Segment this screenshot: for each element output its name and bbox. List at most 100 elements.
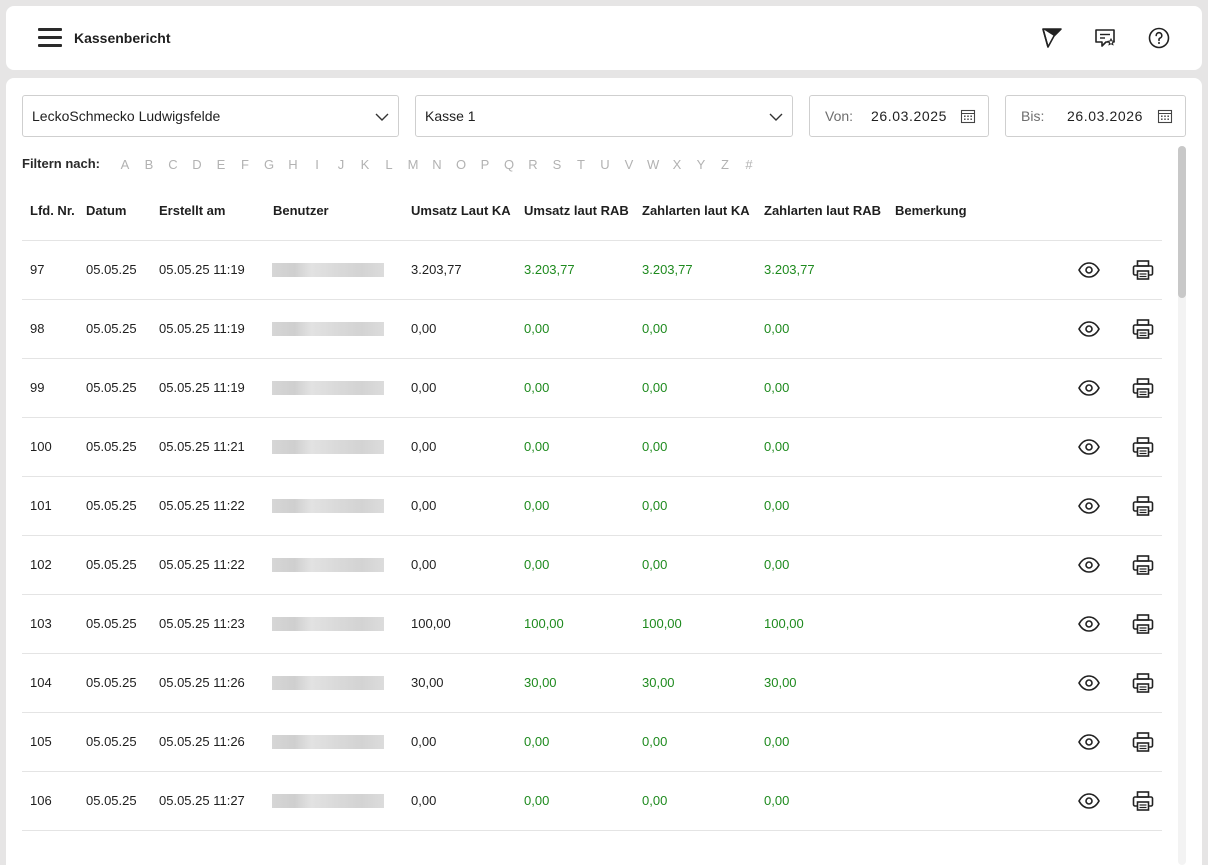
cell-erstellt-am: 05.05.25 11:26 xyxy=(159,734,245,749)
col-datum[interactable]: Datum xyxy=(86,203,127,218)
printer-icon[interactable] xyxy=(1131,258,1155,282)
alpha-filter-letter[interactable]: N xyxy=(432,157,442,172)
top-bar: Kassenbericht xyxy=(6,6,1202,70)
col-umsatz-ka[interactable]: Umsatz Laut KA xyxy=(411,203,511,218)
cell-umsatz-rab: 0,00 xyxy=(524,734,550,749)
table-row[interactable]: 103 05.05.25 05.05.25 11:23 100,00 100,00 100… xyxy=(22,595,1162,654)
table-row[interactable]: 104 05.05.25 05.05.25 11:26 30,00 30,00 30,00… xyxy=(22,654,1162,713)
table-row[interactable]: 100 05.05.25 05.05.25 11:21 0,00 0,00 0,00 0,0… xyxy=(22,418,1162,477)
table-row[interactable]: 101 05.05.25 05.05.25 11:22 0,00 0,00 0,00 0,0… xyxy=(22,477,1162,536)
table-row[interactable]: 97 05.05.25 05.05.25 11:19 3.203,77 3.203,77… xyxy=(22,241,1162,300)
cell-zahlarten-rab: 30,00 xyxy=(764,675,797,690)
alpha-filter-letter[interactable]: # xyxy=(745,157,753,172)
alpha-filter-letter[interactable]: G xyxy=(263,157,275,172)
table-row[interactable]: 99 05.05.25 05.05.25 11:19 0,00 0,00 0,00 0,00 xyxy=(22,359,1162,418)
alpha-filter-letter[interactable]: Z xyxy=(721,157,729,172)
scrollbar-track[interactable] xyxy=(1178,146,1186,865)
col-zahlarten-rab[interactable]: Zahlarten laut RAB xyxy=(764,203,882,218)
calendar-icon[interactable] xyxy=(960,108,976,124)
col-bemerkung[interactable]: Bemerkung xyxy=(895,203,967,218)
cell-umsatz-rab: 3.203,77 xyxy=(524,262,575,277)
alpha-filter-letter[interactable]: B xyxy=(144,157,154,172)
alpha-filter-letter[interactable]: W xyxy=(647,157,660,172)
eye-icon[interactable] xyxy=(1077,612,1101,636)
cell-benutzer-redacted xyxy=(272,735,384,749)
alpha-filter-letter[interactable]: M xyxy=(407,157,419,172)
alpha-filter-letter[interactable]: U xyxy=(600,157,610,172)
alpha-filter-letter[interactable]: I xyxy=(315,157,319,172)
printer-icon[interactable] xyxy=(1131,376,1155,400)
cell-erstellt-am: 05.05.25 11:27 xyxy=(159,793,245,808)
register-select[interactable]: Kasse 1 xyxy=(415,95,793,137)
alpha-filter-letter[interactable]: J xyxy=(337,157,345,172)
eye-icon[interactable] xyxy=(1077,258,1101,282)
cell-umsatz-rab: 0,00 xyxy=(524,557,550,572)
printer-icon[interactable] xyxy=(1131,317,1155,341)
alpha-filter-letter[interactable]: S xyxy=(552,157,562,172)
eye-icon[interactable] xyxy=(1077,553,1101,577)
alpha-filter-letter[interactable]: E xyxy=(216,157,226,172)
cell-benutzer-redacted xyxy=(272,381,384,395)
alpha-filter-letter[interactable]: R xyxy=(528,157,538,172)
chat-star-icon[interactable] xyxy=(1093,26,1117,50)
col-lfd-nr[interactable]: Lfd. Nr. xyxy=(30,203,75,218)
alpha-filter-letter[interactable]: V xyxy=(624,157,634,172)
table-row[interactable]: 98 05.05.25 05.05.25 11:19 0,00 0,00 0,00 0,00 xyxy=(22,300,1162,359)
printer-icon[interactable] xyxy=(1131,494,1155,518)
table-row[interactable]: 105 05.05.25 05.05.25 11:26 0,00 0,00 0,00 0,0… xyxy=(22,713,1162,772)
eye-icon[interactable] xyxy=(1077,435,1101,459)
calendar-icon[interactable] xyxy=(1157,108,1173,124)
cell-erstellt-am: 05.05.25 11:22 xyxy=(159,498,245,513)
help-circle-icon[interactable] xyxy=(1147,26,1171,50)
table-row[interactable]: 102 05.05.25 05.05.25 11:22 0,00 0,00 0,00 0,0… xyxy=(22,536,1162,595)
eye-icon[interactable] xyxy=(1077,376,1101,400)
alpha-filter-letter[interactable]: C xyxy=(168,157,178,172)
to-date-value: 26.03.2026 xyxy=(1067,108,1144,124)
table-row[interactable]: 106 05.05.25 05.05.25 11:27 0,00 0,00 0,00 0,0… xyxy=(22,772,1162,831)
eye-icon[interactable] xyxy=(1077,317,1101,341)
cell-lfd-nr: 98 xyxy=(30,321,45,336)
alpha-filter-letter[interactable]: F xyxy=(241,157,249,172)
cell-zahlarten-rab: 0,00 xyxy=(764,380,790,395)
alpha-filter-letter[interactable]: P xyxy=(480,157,490,172)
alpha-filter-letter[interactable]: L xyxy=(385,157,393,172)
printer-icon[interactable] xyxy=(1131,612,1155,636)
cell-benutzer-redacted xyxy=(272,676,384,690)
alpha-filter-letter[interactable]: H xyxy=(288,157,298,172)
cell-zahlarten-rab: 0,00 xyxy=(764,793,790,808)
printer-icon[interactable] xyxy=(1131,730,1155,754)
scrollbar-thumb[interactable] xyxy=(1178,146,1186,298)
cell-umsatz-ka: 0,00 xyxy=(411,793,437,808)
eye-icon[interactable] xyxy=(1077,730,1101,754)
col-erstellt-am[interactable]: Erstellt am xyxy=(159,203,226,218)
cell-erstellt-am: 05.05.25 11:19 xyxy=(159,262,245,277)
printer-icon[interactable] xyxy=(1131,671,1155,695)
hamburger-icon[interactable] xyxy=(38,28,62,48)
eye-icon[interactable] xyxy=(1077,671,1101,695)
col-benutzer[interactable]: Benutzer xyxy=(273,203,329,218)
col-zahlarten-ka[interactable]: Zahlarten laut KA xyxy=(642,203,750,218)
alpha-filter-letter[interactable]: X xyxy=(672,157,682,172)
from-date-field[interactable]: Von: 26.03.2025 xyxy=(809,95,989,137)
eye-icon[interactable] xyxy=(1077,494,1101,518)
to-date-field[interactable]: Bis: 26.03.2026 xyxy=(1005,95,1186,137)
alpha-filter-letter[interactable]: D xyxy=(192,157,202,172)
alpha-filter-letter[interactable]: K xyxy=(360,157,370,172)
alpha-filter-letter[interactable]: A xyxy=(120,157,130,172)
eye-icon[interactable] xyxy=(1077,789,1101,813)
alpha-filter-letter[interactable]: Q xyxy=(503,157,515,172)
printer-icon[interactable] xyxy=(1131,789,1155,813)
cell-umsatz-rab: 100,00 xyxy=(524,616,564,631)
printer-icon[interactable] xyxy=(1131,435,1155,459)
printer-icon[interactable] xyxy=(1131,553,1155,577)
chevron-down-icon xyxy=(769,113,783,121)
alpha-filter-letter[interactable]: Y xyxy=(696,157,706,172)
cell-lfd-nr: 105 xyxy=(30,734,52,749)
location-select[interactable]: LeckoSchmecko Ludwigsfelde xyxy=(22,95,399,137)
alpha-filter-letter[interactable]: T xyxy=(577,157,585,172)
cell-benutzer-redacted xyxy=(272,499,384,513)
col-umsatz-rab[interactable]: Umsatz laut RAB xyxy=(524,203,629,218)
flag-icon[interactable] xyxy=(1040,26,1064,50)
alpha-filter-letter[interactable]: O xyxy=(455,157,467,172)
cell-umsatz-rab: 0,00 xyxy=(524,321,550,336)
